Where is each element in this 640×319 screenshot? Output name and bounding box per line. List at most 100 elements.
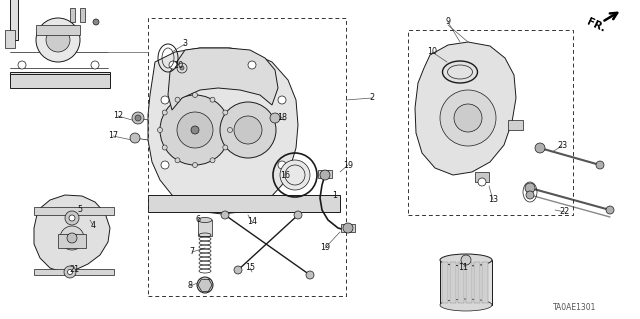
Bar [148, 18, 346, 296]
Circle shape [525, 183, 535, 193]
Circle shape [440, 90, 496, 146]
Text: 14: 14 [247, 218, 257, 226]
Circle shape [223, 145, 228, 150]
Circle shape [461, 255, 471, 265]
Circle shape [46, 28, 70, 52]
Circle shape [454, 104, 482, 132]
Circle shape [193, 162, 198, 167]
Circle shape [169, 61, 177, 69]
Bar [36, 25, 80, 35]
Circle shape [193, 93, 198, 98]
Text: 6: 6 [195, 216, 200, 225]
Circle shape [161, 96, 169, 104]
Text: 21: 21 [69, 265, 79, 275]
Polygon shape [415, 42, 516, 175]
Circle shape [135, 115, 141, 121]
Circle shape [280, 160, 310, 190]
Circle shape [210, 158, 215, 163]
Bar [5, 30, 15, 48]
Text: 15: 15 [245, 263, 255, 272]
Circle shape [343, 223, 353, 233]
Circle shape [132, 112, 144, 124]
Text: 10: 10 [427, 48, 437, 56]
Text: 12: 12 [113, 112, 123, 121]
Bar [458, 262, 464, 303]
Text: 7: 7 [189, 248, 195, 256]
Circle shape [234, 266, 242, 274]
Circle shape [162, 145, 167, 150]
Circle shape [220, 102, 276, 158]
Circle shape [526, 191, 534, 199]
Bar [475, 172, 489, 182]
Bar [10, 72, 110, 80]
Circle shape [157, 128, 163, 132]
Text: 11: 11 [458, 263, 468, 271]
Circle shape [67, 270, 72, 275]
Polygon shape [34, 195, 110, 272]
Bar [450, 262, 456, 303]
Circle shape [221, 211, 229, 219]
Circle shape [93, 19, 99, 25]
Bar [34, 207, 114, 215]
Bar [10, 0, 18, 40]
Circle shape [64, 266, 76, 278]
Circle shape [69, 215, 75, 221]
Bar [482, 262, 488, 303]
Polygon shape [168, 48, 278, 110]
Text: 20: 20 [173, 62, 183, 70]
Ellipse shape [440, 254, 492, 266]
Text: 4: 4 [90, 220, 95, 229]
Circle shape [175, 158, 180, 163]
Circle shape [294, 211, 302, 219]
Circle shape [306, 271, 314, 279]
Bar [442, 262, 448, 303]
Circle shape [278, 96, 286, 104]
Text: 16: 16 [280, 170, 290, 180]
Bar [508, 120, 523, 130]
Circle shape [67, 233, 77, 243]
Circle shape [36, 18, 80, 62]
Bar [440, 260, 492, 305]
Circle shape [65, 211, 79, 225]
Circle shape [91, 61, 99, 69]
Circle shape [270, 113, 280, 123]
Circle shape [175, 97, 180, 102]
Circle shape [227, 128, 232, 132]
Circle shape [161, 161, 169, 169]
Circle shape [180, 66, 184, 70]
Circle shape [197, 277, 213, 293]
Circle shape [535, 143, 545, 153]
Circle shape [278, 161, 286, 169]
Circle shape [130, 133, 140, 143]
Bar [34, 269, 114, 275]
Bar [408, 30, 573, 215]
Circle shape [18, 61, 26, 69]
Polygon shape [148, 48, 298, 214]
Circle shape [60, 226, 84, 250]
Ellipse shape [198, 218, 212, 222]
Bar [58, 234, 86, 248]
Ellipse shape [440, 299, 492, 311]
Text: 8: 8 [188, 281, 193, 291]
Text: 1: 1 [333, 190, 337, 199]
Circle shape [162, 110, 167, 115]
Circle shape [223, 110, 228, 115]
Circle shape [191, 126, 199, 134]
Bar [80, 8, 85, 22]
Text: 2: 2 [369, 93, 374, 102]
Text: TA0AE1301: TA0AE1301 [554, 303, 596, 313]
Text: 13: 13 [488, 196, 498, 204]
Text: 19: 19 [343, 160, 353, 169]
Bar [341, 224, 355, 232]
Circle shape [248, 61, 256, 69]
Circle shape [596, 161, 604, 169]
Circle shape [478, 178, 486, 186]
Circle shape [234, 116, 262, 144]
Circle shape [320, 170, 330, 180]
Circle shape [160, 95, 230, 165]
Circle shape [210, 97, 215, 102]
Text: 19: 19 [320, 243, 330, 253]
Circle shape [606, 206, 614, 214]
Text: 23: 23 [557, 142, 567, 151]
Text: FR.: FR. [585, 16, 607, 33]
